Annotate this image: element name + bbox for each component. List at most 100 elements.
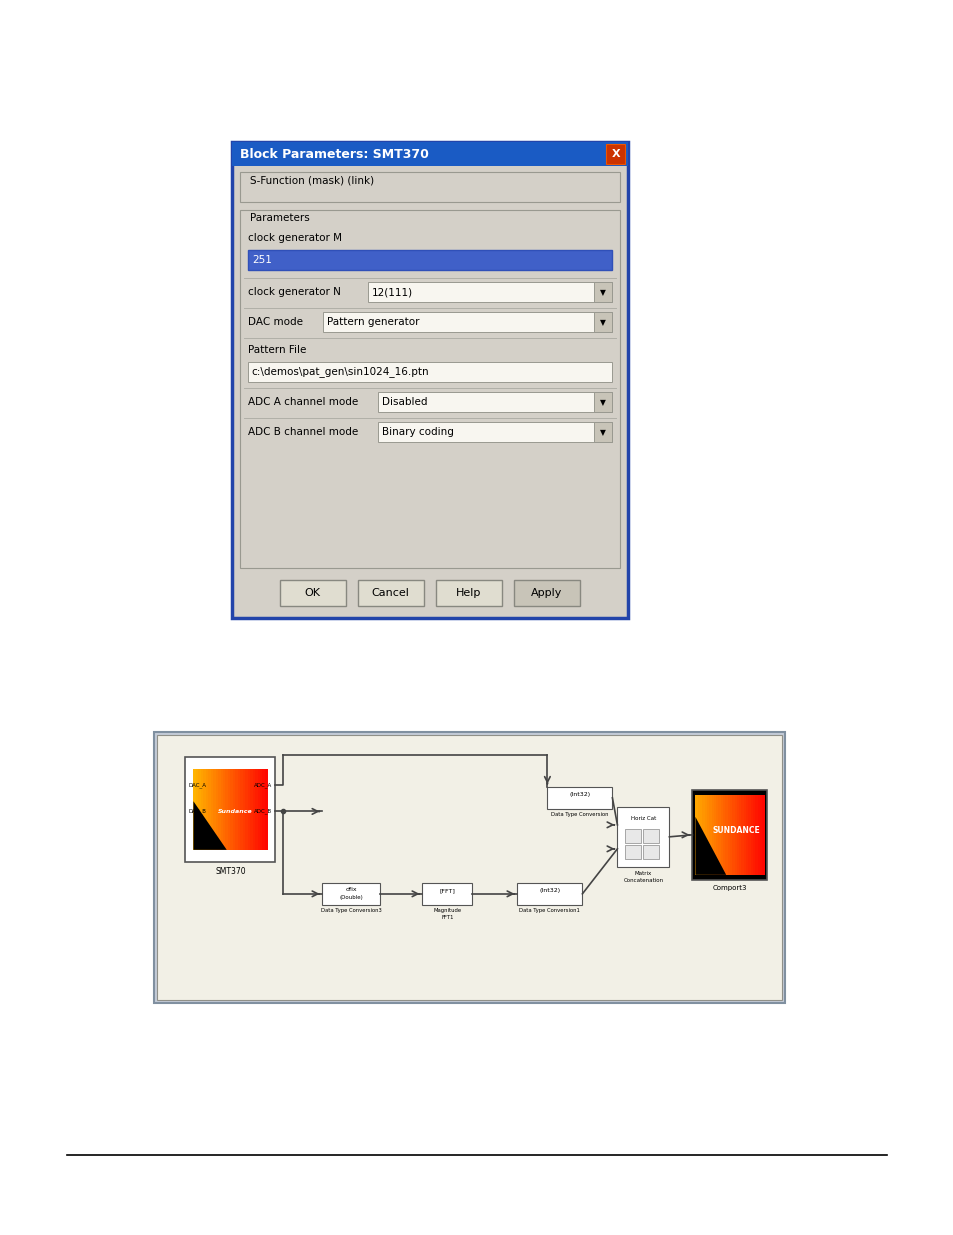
Bar: [185, 757, 275, 862]
Bar: [743, 795, 746, 874]
Bar: [750, 795, 753, 874]
Bar: [237, 769, 241, 850]
Text: (Int32): (Int32): [538, 888, 559, 893]
Bar: [745, 795, 748, 874]
Bar: [727, 795, 730, 874]
Text: [FFT]: [FFT]: [439, 888, 455, 893]
Text: (Double): (Double): [339, 895, 363, 900]
Bar: [211, 769, 213, 850]
Bar: [711, 795, 714, 874]
Text: Pattern generator: Pattern generator: [327, 317, 419, 327]
Bar: [642, 845, 659, 858]
Bar: [200, 769, 204, 850]
Bar: [203, 769, 207, 850]
Bar: [625, 829, 640, 842]
Bar: [593, 312, 611, 332]
Text: Help: Help: [456, 588, 481, 598]
Bar: [248, 249, 611, 270]
Text: ADC A channel mode: ADC A channel mode: [248, 396, 357, 408]
Text: ▼: ▼: [599, 427, 605, 436]
Text: Matrix: Matrix: [634, 871, 651, 876]
Bar: [713, 795, 717, 874]
Bar: [208, 769, 212, 850]
Bar: [322, 883, 380, 905]
Bar: [154, 732, 784, 1003]
Bar: [232, 142, 627, 618]
Text: Data Type Conversion1: Data Type Conversion1: [519, 908, 579, 913]
Text: clock generator M: clock generator M: [248, 233, 341, 243]
Bar: [706, 795, 709, 874]
Text: DAC mode: DAC mode: [248, 317, 302, 327]
Bar: [729, 795, 733, 874]
Text: 251: 251: [252, 254, 272, 266]
Text: ADC_B: ADC_B: [254, 809, 273, 814]
Bar: [193, 769, 196, 850]
Bar: [514, 579, 579, 605]
Bar: [701, 795, 705, 874]
Bar: [322, 312, 611, 332]
Bar: [422, 883, 472, 905]
Bar: [747, 795, 751, 874]
Bar: [377, 391, 611, 412]
Bar: [697, 795, 700, 874]
Bar: [228, 769, 232, 850]
Bar: [377, 422, 611, 442]
Text: X: X: [611, 149, 619, 159]
Bar: [734, 795, 737, 874]
Bar: [235, 769, 238, 850]
Bar: [279, 579, 345, 605]
Text: Cancel: Cancel: [372, 588, 409, 598]
Bar: [722, 795, 725, 874]
Bar: [253, 769, 255, 850]
Text: ADC B channel mode: ADC B channel mode: [248, 427, 357, 437]
Bar: [718, 795, 721, 874]
Text: ▼: ▼: [599, 398, 605, 406]
Text: Block Parameters: SMT370: Block Parameters: SMT370: [239, 147, 428, 161]
Bar: [242, 769, 246, 850]
Bar: [248, 769, 251, 850]
Bar: [739, 795, 741, 874]
Bar: [248, 362, 611, 382]
Text: Magnitude: Magnitude: [433, 908, 461, 913]
Bar: [547, 787, 612, 809]
Bar: [759, 795, 762, 874]
Bar: [593, 422, 611, 442]
Bar: [262, 769, 266, 850]
Bar: [215, 769, 219, 850]
Bar: [220, 769, 224, 850]
Bar: [240, 769, 243, 850]
Text: DAC_B: DAC_B: [188, 809, 206, 814]
Bar: [357, 579, 423, 605]
Bar: [757, 795, 760, 874]
Text: Horiz Cat: Horiz Cat: [630, 816, 656, 821]
Bar: [740, 795, 744, 874]
Bar: [239, 210, 619, 568]
Bar: [231, 769, 233, 850]
Polygon shape: [193, 802, 227, 850]
Bar: [642, 829, 659, 842]
Bar: [225, 769, 229, 850]
Bar: [436, 579, 501, 605]
Text: ▼: ▼: [599, 288, 605, 296]
Bar: [593, 391, 611, 412]
Bar: [700, 795, 702, 874]
Bar: [233, 769, 236, 850]
Bar: [265, 769, 268, 850]
Text: Sundance: Sundance: [217, 809, 252, 814]
Bar: [157, 735, 781, 1000]
Bar: [736, 795, 740, 874]
Bar: [254, 769, 258, 850]
Text: 12(111): 12(111): [372, 287, 413, 298]
Bar: [716, 795, 719, 874]
Text: S-Function (mask) (link): S-Function (mask) (link): [250, 175, 374, 185]
Bar: [695, 795, 698, 874]
Text: FFT1: FFT1: [440, 915, 454, 920]
Bar: [245, 769, 249, 850]
Bar: [708, 795, 712, 874]
Text: Comport3: Comport3: [712, 884, 746, 890]
Bar: [755, 795, 758, 874]
Bar: [198, 769, 202, 850]
Text: Pattern File: Pattern File: [248, 345, 306, 354]
Bar: [239, 172, 619, 203]
Bar: [704, 795, 707, 874]
